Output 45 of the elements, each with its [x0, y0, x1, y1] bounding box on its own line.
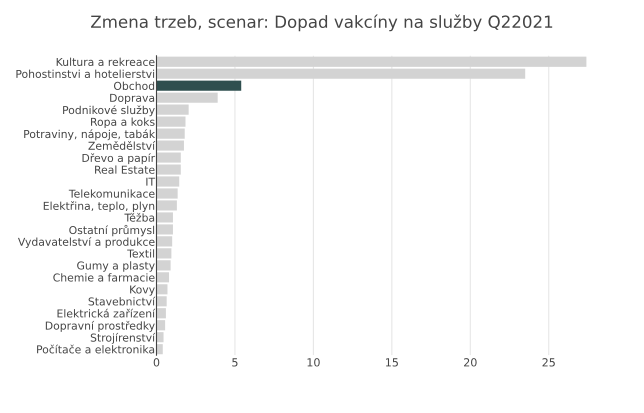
y-tick-label: Dopravní prostředky: [46, 320, 155, 332]
y-tick-label: Real Estate: [95, 165, 155, 174]
bar: [156, 80, 242, 91]
y-tick-label: Telekomunikace: [68, 189, 155, 198]
x-tick-label: 15: [386, 358, 398, 367]
y-tick-label: Textil: [127, 249, 154, 258]
y-tick-label: Podnikové služby: [63, 105, 155, 116]
y-tick-label: Zemědělství: [88, 141, 156, 150]
bar: [156, 224, 173, 235]
bar: [156, 176, 180, 187]
y-tick-label: Elektřina, teplo, plyn: [44, 201, 154, 212]
x-tick-label: 20: [464, 358, 477, 367]
y-tick-label: Obchod: [114, 82, 154, 90]
bar: [156, 116, 186, 127]
bar: [156, 152, 181, 163]
x-tick-label: 10: [308, 358, 320, 367]
bar: [156, 248, 172, 258]
y-tick-label: Pohostinstvi a hotelierstvi: [16, 70, 154, 78]
y-tick-label: Strojírenství: [90, 332, 156, 344]
bar: [156, 128, 185, 139]
y-tick-label: Gumy a plasty: [77, 261, 155, 272]
bar: [156, 140, 184, 151]
y-tick-label: Vydavatelství a produkce: [18, 237, 155, 248]
y-tick-label: Chemie a farmacie: [53, 273, 155, 282]
y-tick-label: Ropa a koks: [91, 118, 155, 128]
x-tick-label: 0: [154, 358, 160, 367]
y-tick-label: IT: [146, 178, 156, 186]
x-tick-label: 25: [542, 358, 555, 367]
bar: [156, 212, 173, 223]
chart-title: Zmena trzeb, scenar: Dopad vakcíny na služby Q22021: [91, 14, 552, 32]
y-tick-label: Elektrická zařízení: [58, 308, 156, 318]
bar: [156, 200, 177, 211]
y-tick-label: Stavebnictví: [88, 296, 156, 306]
bar: [156, 236, 172, 246]
y-tick-label: Potraviny, nápoje, tabák: [24, 129, 156, 140]
y-tick-label: Ostatní průmysl: [69, 224, 154, 236]
y-tick-label: Doprava: [110, 94, 154, 104]
y-tick-label: Kovy: [130, 286, 155, 296]
y-tick-label: Kultura a rekreace: [56, 58, 155, 66]
x-tick-label: 5: [232, 358, 238, 367]
bar: [156, 188, 178, 199]
bar: [156, 164, 181, 175]
y-tick-label: Počítače a elektronika: [37, 344, 154, 354]
y-tick-label: Dřevo a papír: [82, 153, 156, 164]
y-tick-label: Těžba: [124, 212, 154, 222]
